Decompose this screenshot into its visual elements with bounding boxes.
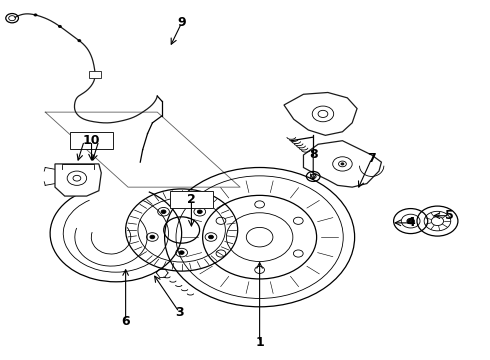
Circle shape (150, 235, 155, 239)
Text: 5: 5 (445, 209, 454, 222)
Polygon shape (284, 93, 357, 135)
FancyBboxPatch shape (70, 132, 113, 149)
Text: 10: 10 (83, 134, 100, 147)
Text: 6: 6 (122, 315, 130, 328)
Text: 2: 2 (187, 193, 196, 206)
FancyBboxPatch shape (170, 191, 213, 208)
Text: 8: 8 (309, 148, 318, 162)
Text: 3: 3 (175, 306, 184, 319)
Circle shape (209, 235, 214, 239)
Text: 7: 7 (368, 152, 376, 165)
Text: 1: 1 (255, 336, 264, 349)
FancyBboxPatch shape (89, 71, 101, 78)
Circle shape (179, 251, 184, 255)
Polygon shape (303, 141, 381, 187)
Circle shape (161, 210, 166, 213)
Circle shape (58, 25, 61, 27)
Circle shape (34, 14, 37, 16)
Polygon shape (55, 164, 101, 196)
Circle shape (407, 218, 415, 224)
Text: 9: 9 (177, 16, 186, 29)
Circle shape (341, 163, 344, 165)
Text: 4: 4 (406, 216, 415, 229)
Circle shape (78, 40, 81, 42)
Circle shape (197, 210, 202, 213)
